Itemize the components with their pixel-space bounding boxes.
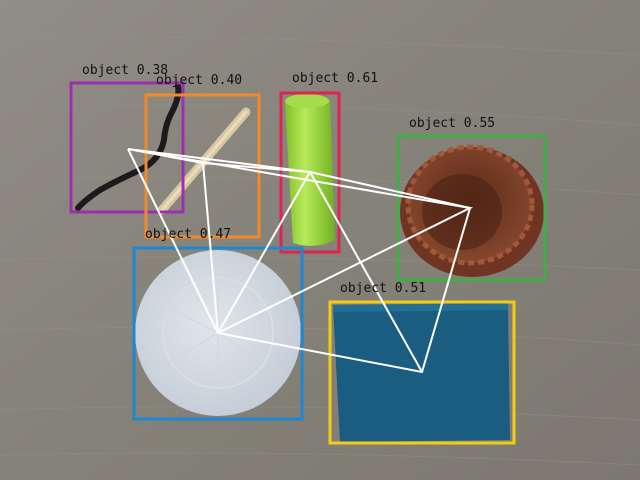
label-bowl: object 0.55: [409, 116, 495, 131]
wooden-stick-object: [157, 107, 251, 215]
label-plate: object 0.47: [145, 227, 231, 242]
bbox-blue-board: [328, 300, 516, 445]
box-labels: object 0.38 object 0.40 object 0.61 obje…: [82, 63, 495, 296]
label-wooden-stick: object 0.40: [156, 73, 242, 88]
overlay-polyline: [309, 171, 471, 209]
label-blue-board: object 0.51: [340, 281, 426, 296]
overlay-polyline: [127, 148, 311, 173]
overlay-polyline: [309, 171, 423, 373]
pipe-cleaner-object: [75, 83, 182, 211]
bowl-object: [400, 144, 544, 277]
bbox-green-cylinder: [279, 91, 341, 254]
bbox-plate: [132, 246, 304, 421]
label-green-cylinder: object 0.61: [292, 71, 378, 86]
overlay-lines: [127, 148, 474, 374]
label-pipe-cleaner: object 0.38: [82, 63, 168, 78]
bbox-bowl: [396, 134, 547, 282]
bbox-pipe-cleaner: [69, 81, 185, 214]
overlay-polyline: [127, 148, 474, 374]
